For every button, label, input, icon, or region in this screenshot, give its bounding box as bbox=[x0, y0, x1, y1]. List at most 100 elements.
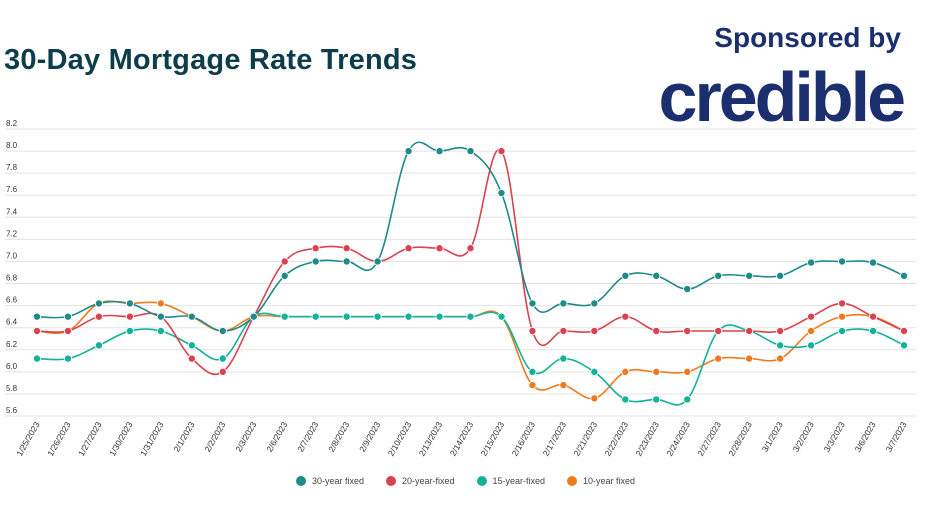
data-point[interactable] bbox=[807, 341, 816, 350]
data-point[interactable] bbox=[311, 312, 320, 321]
data-point[interactable] bbox=[559, 354, 568, 363]
legend-label-20-year: 20-year-fixed bbox=[401, 476, 455, 486]
data-point[interactable] bbox=[33, 354, 42, 363]
data-point[interactable] bbox=[776, 341, 785, 350]
data-point[interactable] bbox=[900, 271, 909, 280]
data-point[interactable] bbox=[838, 312, 847, 321]
data-point[interactable] bbox=[280, 257, 289, 266]
data-point[interactable] bbox=[559, 381, 568, 390]
data-point[interactable] bbox=[590, 367, 599, 376]
data-point[interactable] bbox=[187, 354, 196, 363]
data-point[interactable] bbox=[311, 244, 320, 253]
data-point[interactable] bbox=[745, 327, 754, 336]
data-point[interactable] bbox=[869, 312, 878, 321]
data-point[interactable] bbox=[900, 341, 909, 350]
legend-item-15-year[interactable]: 15-year-fixed bbox=[476, 476, 545, 486]
data-point[interactable] bbox=[404, 244, 413, 253]
data-point[interactable] bbox=[435, 312, 444, 321]
data-point[interactable] bbox=[125, 327, 134, 336]
data-point[interactable] bbox=[33, 327, 42, 336]
data-point[interactable] bbox=[528, 367, 537, 376]
data-point[interactable] bbox=[869, 258, 878, 267]
data-point[interactable] bbox=[776, 271, 785, 280]
data-point[interactable] bbox=[683, 327, 692, 336]
data-point[interactable] bbox=[94, 299, 103, 308]
data-point[interactable] bbox=[683, 367, 692, 376]
data-point[interactable] bbox=[590, 299, 599, 308]
data-point[interactable] bbox=[249, 312, 258, 321]
x-tick-label: 2/6/2023 bbox=[264, 420, 289, 454]
data-point[interactable] bbox=[156, 312, 165, 321]
data-point[interactable] bbox=[683, 285, 692, 294]
data-point[interactable] bbox=[838, 257, 847, 266]
data-point[interactable] bbox=[714, 271, 723, 280]
data-point[interactable] bbox=[342, 257, 351, 266]
data-point[interactable] bbox=[435, 147, 444, 156]
data-point[interactable] bbox=[807, 312, 816, 321]
data-point[interactable] bbox=[559, 299, 568, 308]
data-point[interactable] bbox=[63, 354, 72, 363]
data-point[interactable] bbox=[838, 327, 847, 336]
legend-item-30-year[interactable]: 30-year fixed bbox=[295, 476, 364, 486]
data-point[interactable] bbox=[497, 189, 506, 198]
data-point[interactable] bbox=[435, 244, 444, 253]
data-point[interactable] bbox=[528, 381, 537, 390]
data-point[interactable] bbox=[621, 271, 630, 280]
data-point[interactable] bbox=[652, 367, 661, 376]
data-point[interactable] bbox=[621, 367, 630, 376]
data-point[interactable] bbox=[280, 312, 289, 321]
data-point[interactable] bbox=[714, 354, 723, 363]
data-point[interactable] bbox=[94, 312, 103, 321]
data-point[interactable] bbox=[776, 354, 785, 363]
data-point[interactable] bbox=[311, 257, 320, 266]
data-point[interactable] bbox=[497, 312, 506, 321]
data-point[interactable] bbox=[218, 354, 227, 363]
data-point[interactable] bbox=[807, 258, 816, 267]
data-point[interactable] bbox=[156, 327, 165, 336]
data-point[interactable] bbox=[404, 312, 413, 321]
data-point[interactable] bbox=[621, 312, 630, 321]
data-point[interactable] bbox=[590, 394, 599, 403]
data-point[interactable] bbox=[838, 299, 847, 308]
data-point[interactable] bbox=[218, 327, 227, 336]
data-point[interactable] bbox=[745, 271, 754, 280]
legend-item-20-year[interactable]: 20-year-fixed bbox=[385, 476, 455, 486]
legend-item-10-year[interactable]: 10-year fixed bbox=[567, 476, 635, 486]
data-point[interactable] bbox=[869, 327, 878, 336]
data-point[interactable] bbox=[466, 244, 475, 253]
data-point[interactable] bbox=[404, 147, 413, 156]
data-point[interactable] bbox=[621, 395, 630, 404]
data-point[interactable] bbox=[590, 327, 599, 336]
data-point[interactable] bbox=[33, 312, 42, 321]
data-point[interactable] bbox=[466, 147, 475, 156]
data-point[interactable] bbox=[373, 312, 382, 321]
data-point[interactable] bbox=[63, 327, 72, 336]
data-point[interactable] bbox=[342, 244, 351, 253]
data-point[interactable] bbox=[559, 327, 568, 336]
data-point[interactable] bbox=[342, 312, 351, 321]
data-point[interactable] bbox=[466, 312, 475, 321]
data-point[interactable] bbox=[187, 341, 196, 350]
data-point[interactable] bbox=[187, 312, 196, 321]
data-point[interactable] bbox=[652, 271, 661, 280]
data-point[interactable] bbox=[373, 257, 382, 266]
data-point[interactable] bbox=[652, 395, 661, 404]
data-point[interactable] bbox=[125, 299, 134, 308]
data-point[interactable] bbox=[528, 299, 537, 308]
data-point[interactable] bbox=[683, 395, 692, 404]
y-tick-label: 6.6 bbox=[6, 296, 18, 305]
data-point[interactable] bbox=[528, 327, 537, 336]
data-point[interactable] bbox=[776, 327, 785, 336]
data-point[interactable] bbox=[900, 327, 909, 336]
data-point[interactable] bbox=[652, 327, 661, 336]
data-point[interactable] bbox=[807, 327, 816, 336]
data-point[interactable] bbox=[745, 354, 754, 363]
data-point[interactable] bbox=[125, 312, 134, 321]
data-point[interactable] bbox=[218, 367, 227, 376]
data-point[interactable] bbox=[63, 312, 72, 321]
data-point[interactable] bbox=[156, 299, 165, 308]
data-point[interactable] bbox=[714, 327, 723, 336]
data-point[interactable] bbox=[94, 341, 103, 350]
data-point[interactable] bbox=[497, 147, 506, 156]
data-point[interactable] bbox=[280, 271, 289, 280]
